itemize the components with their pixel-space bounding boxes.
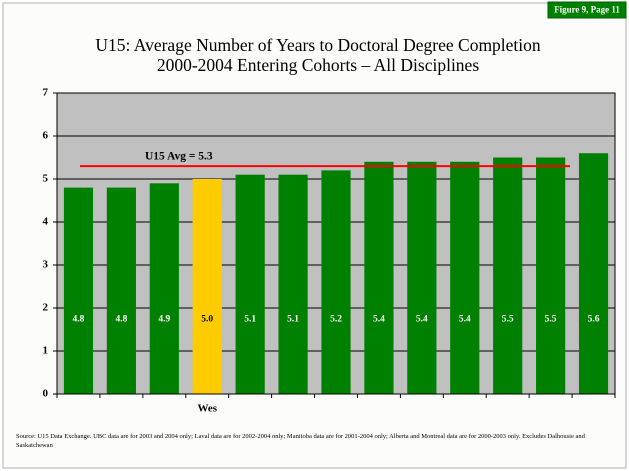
value-label: 5.4 <box>459 315 471 325</box>
value-label: 4.8 <box>115 315 127 325</box>
y-tick-label: 2 <box>43 302 49 314</box>
value-label: 5.1 <box>244 315 256 325</box>
bar <box>536 157 566 394</box>
bar <box>407 161 437 394</box>
bar <box>235 174 265 394</box>
y-tick-label: 7 <box>43 87 49 99</box>
reference-label: U15 Avg = 5.3 <box>145 151 213 163</box>
bar <box>450 161 480 394</box>
y-tick-label: 4 <box>43 216 49 228</box>
chart-title: U15: Average Number of Years to Doctoral… <box>95 35 541 55</box>
bar <box>278 174 308 394</box>
y-tick-label: 3 <box>43 259 49 271</box>
value-label: 5.2 <box>330 315 342 325</box>
badge-box <box>547 1 627 19</box>
bar <box>321 170 351 394</box>
value-label: 5.4 <box>416 315 428 325</box>
bar <box>63 187 94 394</box>
y-tick-label: 5 <box>43 173 49 185</box>
bar <box>493 157 523 394</box>
value-label: 5.5 <box>545 315 557 325</box>
y-tick-label: 6 <box>43 130 49 142</box>
bar <box>149 183 179 394</box>
chart-subtitle: 2000-2004 Entering Cohorts – All Discipl… <box>157 55 479 75</box>
value-label: 5.5 <box>502 315 514 325</box>
x-tick-label: Wes <box>197 403 217 415</box>
y-tick-label: 0 <box>43 388 49 400</box>
value-label: 4.8 <box>73 315 85 325</box>
value-label: 4.9 <box>158 315 170 325</box>
value-label: 5.6 <box>588 315 600 325</box>
badge: Figure 9, Page 11 <box>554 5 620 15</box>
y-tick-label: 1 <box>43 345 49 357</box>
source-note: Source: U15 Data Exchange. UBC data are … <box>16 433 585 449</box>
bar <box>578 153 609 394</box>
bar <box>192 179 222 394</box>
value-label: 5.0 <box>201 315 213 325</box>
value-label: 5.1 <box>287 315 299 325</box>
value-label: 5.4 <box>373 315 385 325</box>
bar <box>364 161 394 394</box>
plot-border <box>56 92 616 395</box>
bar <box>106 187 136 394</box>
